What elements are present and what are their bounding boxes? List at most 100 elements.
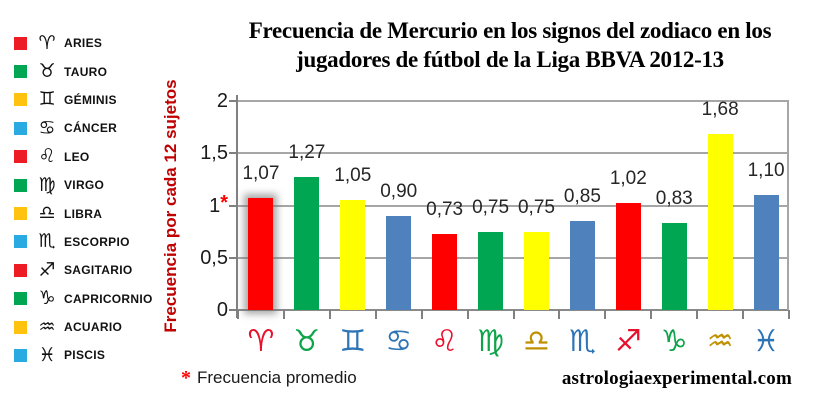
bar-cell-sagitario: 1,02 [605, 101, 651, 310]
bar-aries [248, 198, 274, 310]
x-axis-tickmark [374, 310, 377, 319]
bar-value-label: 0,85 [563, 186, 601, 208]
zodiac-glyph-icon: ♒ [38, 315, 56, 338]
x-axis-tickmark [788, 310, 790, 319]
x-axis-tickmark [466, 310, 469, 319]
bar-virgo [478, 231, 504, 310]
x-axis-zodiac-icon-géminis: ♊ [339, 324, 367, 359]
legend-item: ♓ PISCIS [14, 341, 184, 369]
legend-item: ♌ LEO [14, 143, 184, 171]
zodiac-glyph-icon: ♊ [38, 88, 56, 111]
y-tick-value: 1 [209, 194, 221, 217]
bar-cell-aries: 1,07 [238, 101, 284, 310]
x-axis-zodiac-icon-piscis: ♓ [752, 324, 780, 359]
bar-value-label: 0,73 [426, 198, 464, 220]
legend-color-swatch [14, 36, 27, 50]
bar-value-label: 1,10 [747, 160, 785, 182]
x-axis-tickmark [696, 310, 699, 319]
x-axis-zodiac-icon-tauro: ♉ [293, 324, 321, 359]
x-axis-zodiac-icon-sagitario: ♐ [614, 324, 642, 359]
x-axis-tickmark [742, 310, 745, 319]
y-axis-tickmark [229, 309, 238, 311]
legend-item-label: ACUARIO [64, 320, 123, 335]
footnote: * Frecuencia promedio [181, 366, 357, 389]
zodiac-glyph-icon: ♐ [38, 258, 56, 281]
zodiac-glyph-icon: ♈ [38, 31, 56, 54]
y-tick-value: 0,5 [200, 246, 228, 269]
chart-title-line2: jugadores de fútbol de la Liga BBVA 2012… [296, 47, 724, 73]
x-axis-zodiac-icon-leo: ♌ [431, 324, 459, 359]
y-axis-tick-label: 1,5 [128, 143, 228, 163]
y-axis-tick-label: 0,5 [128, 248, 228, 268]
y-axis-tickmark [229, 204, 238, 207]
bar-cáncer [386, 215, 412, 310]
legend-color-swatch [14, 150, 27, 164]
legend-color-swatch [14, 292, 27, 306]
zodiac-glyph-icon: ♑ [38, 287, 56, 310]
x-axis-zodiac-icon-acuario: ♒ [706, 324, 734, 359]
bar-piscis [753, 195, 779, 310]
bars-container: 1,07 1,27 1,05 0,90 0,73 0,75 0,75 0,85 1,02 0,83… [238, 100, 789, 310]
x-axis-tickmark [558, 310, 561, 319]
bar-value-label: 1,05 [334, 165, 372, 187]
zodiac-glyph-icon: ♋ [38, 116, 56, 139]
legend-item-label: VIRGO [64, 178, 105, 193]
bar-value-label: 1,02 [609, 168, 647, 190]
footnote-asterisk: * [181, 367, 191, 389]
y-axis-tick-label: 0 [128, 300, 228, 320]
bar-cell-géminis: 1,05 [330, 101, 376, 310]
gridline [238, 204, 789, 207]
bar-cell-capricornio: 0,83 [651, 101, 697, 310]
legend-item: ♏ ESCORPIO [14, 228, 184, 256]
legend-item: ♉ TAURO [14, 57, 184, 85]
legend-item-label: ARIES [64, 36, 103, 51]
y-axis-tickmark [229, 152, 238, 155]
x-axis-zodiac-icon-libra: ♎ [523, 324, 550, 359]
bar-cell-escorpio: 0,85 [559, 101, 605, 310]
legend-item-label: PISCIS [64, 348, 106, 363]
y-tick-value: 2 [216, 90, 228, 112]
x-axis-zodiac-icon-escorpio: ♏ [568, 324, 596, 359]
y-axis-tickmark [229, 256, 238, 259]
zodiac-glyph-icon: ♏ [38, 230, 56, 253]
legend-item-label: LEO [64, 149, 90, 164]
legend-color-swatch [14, 93, 27, 107]
y-axis-line [236, 95, 238, 318]
y-axis-tick-label: 1* [128, 193, 228, 217]
legend-item-label: SAGITARIO [64, 263, 133, 278]
x-axis-tickmark [420, 310, 423, 319]
legend-item-label: TAURO [64, 64, 108, 79]
legend-item-label: CÁNCER [64, 121, 118, 136]
footnote-text: Frecuencia promedio [197, 368, 357, 387]
gridline [238, 152, 789, 155]
plot-right-border [787, 101, 789, 310]
zodiac-glyph-icon: ♎ [38, 202, 56, 225]
x-axis-tickmark [282, 310, 285, 319]
legend-item-label: ESCORPIO [64, 234, 130, 249]
legend-color-swatch [14, 178, 27, 192]
y-tick-value: 0 [216, 299, 228, 321]
bar-cell-leo: 0,73 [422, 101, 468, 310]
x-axis-zodiac-icon-cáncer: ♋ [385, 324, 413, 359]
legend-color-swatch [14, 348, 27, 362]
bar-acuario [707, 134, 733, 310]
bar-value-label: 0,83 [655, 188, 693, 210]
bar-cell-virgo: 0,75 [468, 101, 514, 310]
bar-cell-tauro: 1,27 [284, 101, 330, 310]
bar-géminis [340, 200, 366, 310]
x-axis-tickmark [237, 310, 239, 319]
x-axis-zodiac-icon-capricornio: ♑ [660, 324, 688, 359]
bar-value-label: 1,07 [242, 163, 280, 185]
x-axis-tickmark [604, 310, 607, 319]
gridline [238, 100, 789, 102]
website-credit: astrologiaexperimental.com [561, 368, 792, 389]
bar-value-label: 0,90 [380, 180, 418, 202]
bar-value-label: 0,75 [517, 196, 555, 218]
x-axis-tickmark [650, 310, 653, 319]
y-axis-tickmark [229, 100, 238, 102]
bar-cell-cáncer: 0,90 [376, 101, 422, 310]
legend-color-swatch [14, 320, 27, 334]
x-axis-tickmark [512, 310, 515, 319]
zodiac-glyph-icon: ♉ [38, 60, 56, 83]
